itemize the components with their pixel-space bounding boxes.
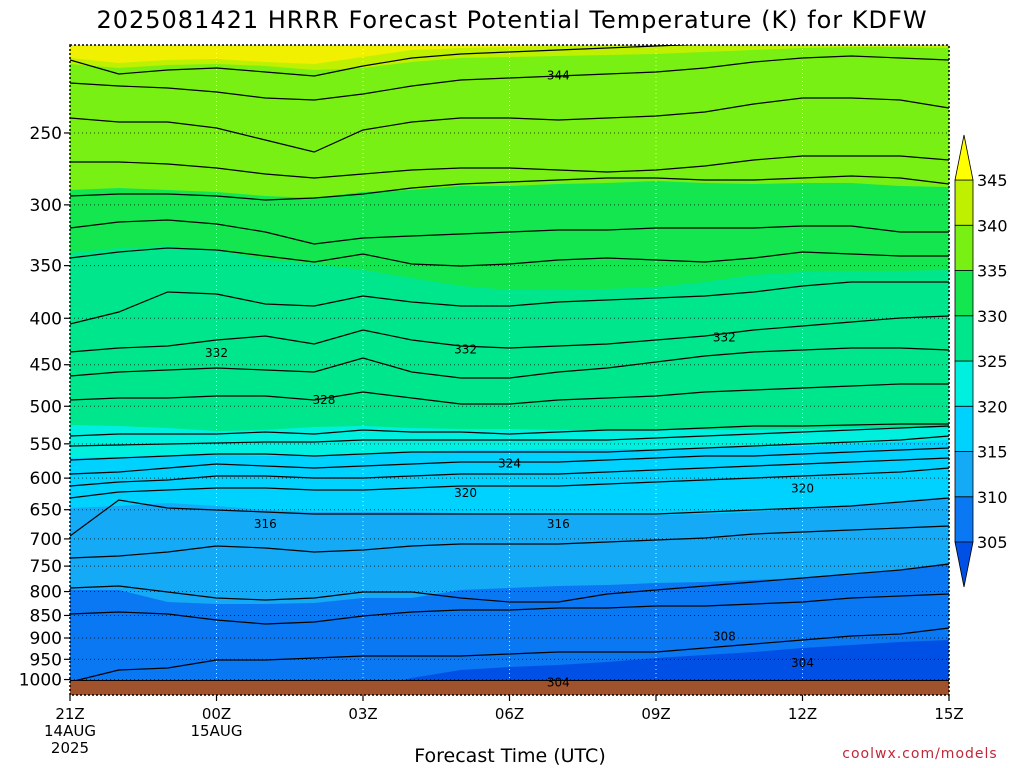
y-tick-label: 700 <box>30 530 62 550</box>
contour-label: 332 <box>713 331 736 345</box>
contour-line <box>70 347 949 379</box>
y-tick-label: 400 <box>30 309 62 329</box>
surface-layer <box>70 680 949 695</box>
contour-line <box>70 175 949 201</box>
contour-line <box>70 97 949 153</box>
colorbar-segment <box>954 315 974 362</box>
colorbar-label: 310 <box>977 488 1008 507</box>
contour-labels: 344 332 332 332 328 324 320 320 316 316 308 304 304 <box>205 68 814 690</box>
colorbar-extend-top <box>954 134 974 181</box>
contour-line <box>70 497 949 537</box>
y-tick-label: 550 <box>30 435 62 455</box>
colorbar-label: 325 <box>977 352 1008 371</box>
x-tick-label: 09Z <box>641 705 670 723</box>
contour-label: 344 <box>547 68 570 82</box>
contour-label: 316 <box>254 517 277 531</box>
y-tick-label: 600 <box>30 469 62 489</box>
contour-line <box>70 627 949 683</box>
contour-line <box>70 315 949 353</box>
contour-label: 328 <box>312 393 335 407</box>
contour-line <box>70 155 949 179</box>
colorbar-segment <box>954 179 974 226</box>
contour-line <box>70 423 949 437</box>
x-tick-label: 03Z <box>348 705 377 723</box>
contour-line <box>70 281 949 325</box>
y-tick-label: 800 <box>30 583 62 603</box>
colorbar-segment <box>954 451 974 498</box>
contour-line <box>70 425 949 447</box>
colorbar-segment <box>954 360 974 407</box>
colorbar-label: 345 <box>977 171 1008 190</box>
y-tick-label: 250 <box>30 124 62 144</box>
x-tick-label: 15Z <box>934 705 963 723</box>
y-tick-label: 350 <box>30 257 62 277</box>
contour-label: 304 <box>791 656 814 670</box>
y-tick-label: 950 <box>30 650 62 670</box>
colorbar-segment <box>954 270 974 317</box>
contour-label: 320 <box>454 486 477 500</box>
contour-label: 304 <box>547 676 570 690</box>
contour-label: 332 <box>454 343 477 357</box>
contour-line <box>70 55 949 101</box>
colorbar-segment <box>954 224 974 271</box>
x-tick-label: 21Z <box>55 705 84 723</box>
colorbar: 305 310 315 320 325 330 335 340 345 <box>954 134 1008 588</box>
colorbar-label: 335 <box>977 262 1008 281</box>
contour-line <box>70 447 949 475</box>
contour-label: 316 <box>547 517 570 531</box>
contour-line <box>70 457 949 487</box>
x-axis-title: Forecast Time (UTC) <box>414 745 605 767</box>
y-tick-label: 500 <box>30 397 62 417</box>
chart-title: 2025081421 HRRR Forecast Potential Tempe… <box>96 6 927 34</box>
contour-line <box>70 525 949 559</box>
x-tick-label: 00Z <box>202 705 231 723</box>
credit-link[interactable]: coolwx.com/models <box>842 746 997 762</box>
x-tick-label: 12Z <box>788 705 817 723</box>
contour-label: 324 <box>498 456 521 470</box>
x-tick-year: 2025 <box>51 739 89 757</box>
colorbar-label: 315 <box>977 443 1008 462</box>
x-tick-label: 06Z <box>495 705 524 723</box>
x-tick-date: 15AUG <box>191 722 243 740</box>
colorbar-segment <box>954 496 974 543</box>
y-axis: 250 300 350 400 450 500 550 600 650 700 750 800 850 9… <box>19 124 70 691</box>
y-tick-label: 300 <box>30 196 62 216</box>
y-tick-label: 750 <box>30 557 62 577</box>
contour-line <box>70 593 949 625</box>
contour-line <box>70 45 696 77</box>
y-tick-label: 450 <box>30 356 62 376</box>
colorbar-label: 340 <box>977 216 1008 235</box>
band-fill <box>70 45 949 64</box>
colorbar-label: 330 <box>977 307 1008 326</box>
contour-line <box>70 435 949 461</box>
contour-label: 320 <box>791 482 814 496</box>
contour-line <box>70 219 949 245</box>
y-tick-label: 900 <box>30 629 62 649</box>
colorbar-label: 320 <box>977 397 1008 416</box>
contour-line <box>70 383 949 405</box>
x-tick-date: 14AUG <box>44 722 96 740</box>
colorbar-segment <box>954 405 974 452</box>
colorbar-extend-bottom <box>954 541 974 588</box>
y-tick-label: 650 <box>30 501 62 521</box>
colorbar-label: 305 <box>977 533 1008 552</box>
contour-lines <box>70 45 949 683</box>
y-tick-label: 1000 <box>19 671 62 691</box>
contour-label: 308 <box>713 630 736 644</box>
contour-label: 332 <box>205 346 228 360</box>
ground-surface <box>70 680 949 695</box>
contour-line <box>70 247 949 267</box>
y-tick-label: 850 <box>30 606 62 626</box>
contour-line <box>70 563 949 603</box>
contour-line <box>70 467 949 499</box>
